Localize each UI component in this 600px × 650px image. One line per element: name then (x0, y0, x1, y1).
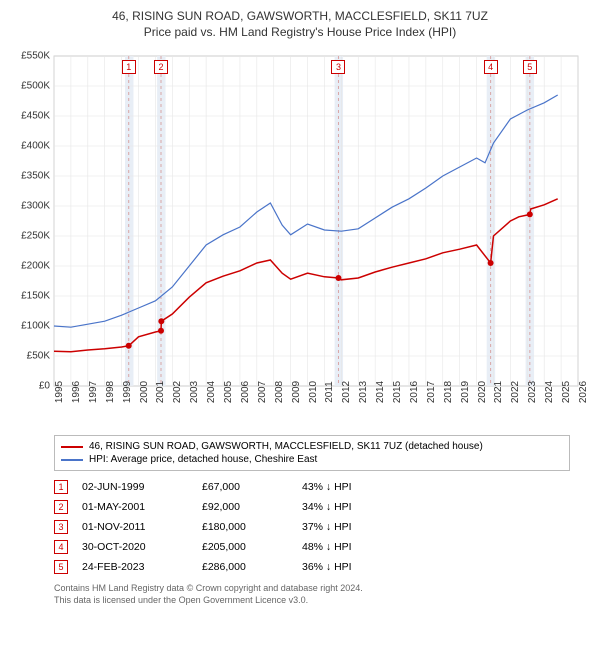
footer-line-1: Contains HM Land Registry data © Crown c… (54, 583, 570, 595)
transaction-marker: 3 (54, 520, 68, 534)
x-axis-label: 1999 (122, 381, 133, 403)
transaction-delta: 43% ↓ HPI (302, 481, 402, 493)
legend-label-hpi: HPI: Average price, detached house, Ches… (89, 454, 317, 465)
transaction-delta: 48% ↓ HPI (302, 541, 402, 553)
y-axis-label: £300K (10, 201, 50, 212)
transaction-delta: 36% ↓ HPI (302, 561, 402, 573)
x-axis-label: 2008 (274, 381, 285, 403)
x-axis-label: 2025 (561, 381, 572, 403)
title-line-1: 46, RISING SUN ROAD, GAWSWORTH, MACCLESF… (10, 8, 590, 24)
page-container: 46, RISING SUN ROAD, GAWSWORTH, MACCLESF… (0, 0, 600, 650)
transaction-row: 1 02-JUN-1999£67,00043% ↓ HPI (54, 477, 570, 497)
x-axis-label: 2000 (139, 381, 150, 403)
x-axis-label: 1996 (71, 381, 82, 403)
x-axis-label: 2004 (206, 381, 217, 403)
x-axis-label: 2011 (324, 382, 335, 404)
transaction-price: £92,000 (202, 501, 302, 513)
y-axis-label: £200K (10, 261, 50, 272)
legend: 46, RISING SUN ROAD, GAWSWORTH, MACCLESF… (54, 435, 570, 471)
transaction-marker: 2 (54, 500, 68, 514)
chart-event-marker: 5 (523, 60, 537, 74)
transaction-row: 5 24-FEB-2023£286,00036% ↓ HPI (54, 557, 570, 577)
x-axis-label: 1998 (105, 381, 116, 403)
transaction-price: £67,000 (202, 481, 302, 493)
transaction-row: 3 01-NOV-2011£180,00037% ↓ HPI (54, 517, 570, 537)
legend-item-property: 46, RISING SUN ROAD, GAWSWORTH, MACCLESF… (61, 440, 563, 453)
x-axis-label: 2014 (375, 381, 386, 403)
x-axis-label: 2023 (527, 381, 538, 403)
x-axis-label: 2015 (392, 381, 403, 403)
transaction-price: £205,000 (202, 541, 302, 553)
chart-event-marker: 3 (331, 60, 345, 74)
x-axis-label: 2010 (308, 381, 319, 403)
title-block: 46, RISING SUN ROAD, GAWSWORTH, MACCLESF… (10, 8, 590, 40)
y-axis-label: £550K (10, 51, 50, 62)
x-axis-label: 2012 (341, 381, 352, 403)
transaction-marker: 5 (54, 560, 68, 574)
legend-label-property: 46, RISING SUN ROAD, GAWSWORTH, MACCLESF… (89, 441, 483, 452)
x-axis-label: 2005 (223, 381, 234, 403)
x-axis-label: 2009 (291, 381, 302, 403)
title-line-2: Price paid vs. HM Land Registry's House … (10, 24, 590, 40)
transaction-row: 2 01-MAY-2001£92,00034% ↓ HPI (54, 497, 570, 517)
legend-swatch-hpi (61, 459, 83, 461)
transaction-row: 4 30-OCT-2020£205,00048% ↓ HPI (54, 537, 570, 557)
x-axis-label: 2013 (358, 381, 369, 403)
x-axis-label: 2026 (578, 381, 589, 403)
chart-event-marker: 4 (484, 60, 498, 74)
transaction-delta: 34% ↓ HPI (302, 501, 402, 513)
y-axis-label: £50K (10, 351, 50, 362)
transaction-marker: 1 (54, 480, 68, 494)
footer: Contains HM Land Registry data © Crown c… (54, 583, 570, 606)
y-axis-label: £150K (10, 291, 50, 302)
x-axis-label: 2021 (493, 381, 504, 403)
x-axis-label: 1995 (54, 381, 65, 403)
y-axis-label: £350K (10, 171, 50, 182)
x-axis-label: 2017 (426, 381, 437, 403)
x-axis-label: 2022 (510, 381, 521, 403)
x-axis-label: 2016 (409, 381, 420, 403)
transaction-delta: 37% ↓ HPI (302, 521, 402, 533)
transaction-date: 01-MAY-2001 (82, 501, 202, 513)
y-axis-label: £0 (10, 381, 50, 392)
x-axis-label: 2002 (172, 381, 183, 403)
y-axis-label: £500K (10, 81, 50, 92)
y-axis-label: £400K (10, 141, 50, 152)
transaction-date: 30-OCT-2020 (82, 541, 202, 553)
y-axis-label: £250K (10, 231, 50, 242)
x-axis-label: 2020 (477, 381, 488, 403)
transaction-date: 24-FEB-2023 (82, 561, 202, 573)
transaction-marker: 4 (54, 540, 68, 554)
transaction-price: £180,000 (202, 521, 302, 533)
x-axis-label: 2018 (443, 381, 454, 403)
price-chart: £0 £50K £100K £150K £200K £250K £300K £350K £400… (10, 44, 590, 429)
y-axis-label: £450K (10, 111, 50, 122)
y-axis-label: £100K (10, 321, 50, 332)
x-axis-label: 2001 (155, 381, 166, 403)
chart-event-marker: 2 (154, 60, 168, 74)
x-axis-label: 1997 (88, 381, 99, 403)
transaction-table: 1 02-JUN-1999£67,00043% ↓ HPI 2 01-MAY-2001… (54, 477, 570, 577)
x-axis-label: 2019 (460, 381, 471, 403)
transaction-price: £286,000 (202, 561, 302, 573)
transaction-date: 01-NOV-2011 (82, 521, 202, 533)
x-axis-label: 2024 (544, 381, 555, 403)
x-axis-label: 2006 (240, 381, 251, 403)
footer-line-2: This data is licensed under the Open Gov… (54, 595, 570, 607)
x-axis-label: 2003 (189, 381, 200, 403)
chart-event-marker: 1 (122, 60, 136, 74)
x-axis-label: 2007 (257, 381, 268, 403)
legend-swatch-property (61, 446, 83, 448)
legend-item-hpi: HPI: Average price, detached house, Ches… (61, 453, 563, 466)
transaction-date: 02-JUN-1999 (82, 481, 202, 493)
